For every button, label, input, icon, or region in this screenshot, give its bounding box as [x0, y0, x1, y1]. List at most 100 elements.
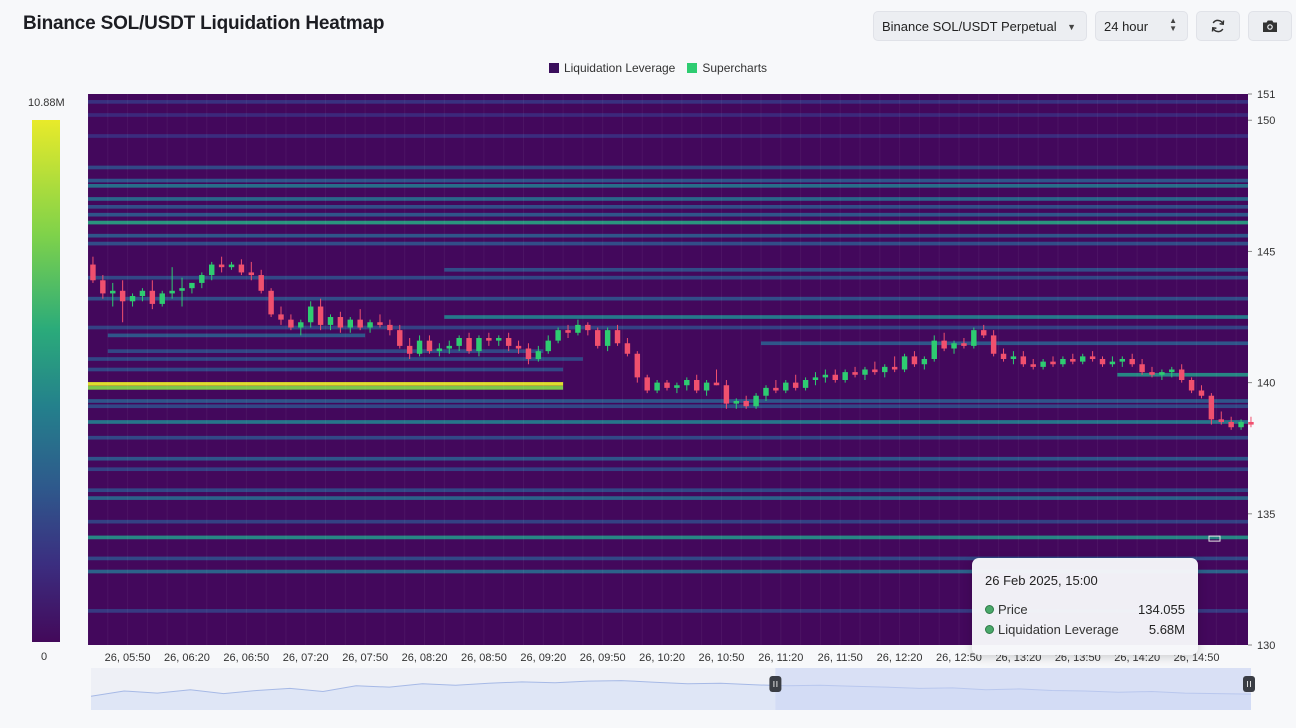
candle-body — [258, 275, 264, 291]
y-tick-label-5: 151 — [1257, 89, 1275, 101]
candle-59 — [674, 382, 680, 394]
candle-body — [753, 395, 759, 407]
candle-91 — [990, 330, 997, 357]
candle-body — [872, 369, 878, 373]
candle-17 — [258, 269, 264, 294]
liquidation-band-29 — [88, 456, 1248, 461]
candle-110 — [1178, 364, 1185, 383]
candle-body — [961, 343, 967, 346]
candle-115 — [1228, 416, 1234, 430]
candle-body — [288, 319, 294, 328]
liquidation-band-20 — [88, 357, 583, 361]
candle-18 — [268, 288, 274, 318]
legend-item-supercharts[interactable]: Supercharts — [687, 61, 767, 75]
candle-body — [298, 322, 304, 328]
candle-36 — [446, 340, 452, 354]
candle-body — [921, 359, 928, 365]
candle-body — [723, 385, 730, 404]
x-tick-label-15: 26, 13:20 — [995, 652, 1041, 664]
candle-body — [278, 314, 284, 320]
candle-32 — [406, 338, 413, 360]
candle-90 — [981, 324, 987, 339]
candle-14 — [228, 261, 235, 270]
liquidation-band-2 — [88, 134, 1248, 138]
candle-body — [852, 372, 858, 375]
tooltip-leverage-label: Liquidation Leverage — [998, 622, 1119, 637]
candle-body — [426, 340, 433, 352]
candle-body — [406, 345, 413, 354]
candle-body — [119, 290, 126, 302]
candle-body — [743, 400, 749, 407]
screenshot-button[interactable] — [1248, 11, 1292, 41]
candle-body — [139, 290, 146, 297]
candle-body — [367, 322, 373, 328]
candle-86 — [941, 332, 947, 352]
candle-78 — [862, 366, 868, 380]
liquidation-band-32 — [88, 496, 1248, 500]
candle-body — [307, 306, 314, 323]
candle-body — [1000, 353, 1007, 360]
candle-104 — [1119, 356, 1126, 367]
candle-47 — [555, 327, 561, 344]
candle-body — [456, 338, 462, 346]
liquidation-band-16 — [88, 325, 1248, 330]
navigator-handle-left[interactable] — [769, 676, 782, 692]
price-dot-icon — [985, 605, 994, 614]
x-tick-label-17: 26, 14:20 — [1114, 652, 1160, 664]
candle-107 — [1149, 366, 1155, 378]
candle-body — [1169, 369, 1175, 373]
legend-item-liquidation-leverage[interactable]: Liquidation Leverage — [548, 61, 675, 75]
candle-body — [1208, 395, 1215, 420]
candle-95 — [1030, 359, 1036, 370]
colorbar-max-label: 10.88M — [28, 97, 65, 109]
candle-body — [1159, 372, 1165, 375]
candle-body — [674, 385, 680, 388]
candle-108 — [1159, 369, 1165, 380]
x-tick-label-12: 26, 11:50 — [818, 652, 863, 664]
candle-65 — [733, 398, 740, 409]
market-select[interactable]: Binance SOL/USDT Perpetual ▼ — [873, 11, 1087, 41]
liquidation-band-24 — [88, 386, 564, 390]
liquidation-band-23 — [88, 382, 564, 386]
refresh-button[interactable] — [1196, 11, 1240, 41]
candle-92 — [1000, 348, 1007, 362]
candle-body — [595, 330, 601, 346]
colorbar-min-label: 0 — [41, 651, 48, 663]
candle-body — [654, 382, 660, 391]
liquidation-band-15 — [444, 315, 1249, 319]
candle-body — [1228, 421, 1234, 428]
candle-53 — [614, 324, 621, 346]
candle-58 — [664, 379, 670, 391]
x-tick-label-5: 26, 08:20 — [402, 652, 448, 664]
candle-26 — [347, 317, 354, 333]
liquidation-band-30 — [88, 467, 1248, 472]
liquidation-band-21 — [88, 367, 564, 372]
candle-97 — [1050, 356, 1056, 367]
navigator-handle-right[interactable] — [1243, 676, 1255, 692]
candle-body — [733, 400, 740, 404]
candle-body — [1089, 356, 1096, 360]
candle-body — [664, 382, 670, 388]
liquidation-band-9 — [88, 220, 1248, 225]
candle-66 — [743, 395, 749, 409]
tooltip-leverage-value: 5.68M — [1148, 622, 1185, 637]
x-tick-label-10: 26, 10:50 — [699, 652, 745, 664]
candle-38 — [466, 332, 472, 354]
candle-body — [1020, 356, 1027, 365]
candle-98 — [1060, 356, 1066, 367]
x-tick-label-13: 26, 12:20 — [877, 652, 923, 664]
range-select[interactable]: 24 hour ▲ ▼ — [1095, 11, 1188, 41]
candle-body — [971, 330, 977, 346]
tooltip-row-leverage: Liquidation Leverage 5.68M — [985, 622, 1185, 637]
candle-body — [1248, 421, 1254, 425]
candle-body — [268, 290, 274, 315]
candle-49 — [575, 319, 581, 336]
liquidation-band-33 — [88, 519, 1248, 524]
liquidation-band-34 — [88, 535, 1248, 540]
liquidation-band-6 — [88, 197, 1248, 201]
tooltip-price-value: 134.055 — [1138, 602, 1185, 617]
candle-70 — [783, 379, 789, 394]
page-title: Binance SOL/USDT Liquidation Heatmap — [23, 13, 385, 34]
candle-body — [397, 330, 403, 346]
